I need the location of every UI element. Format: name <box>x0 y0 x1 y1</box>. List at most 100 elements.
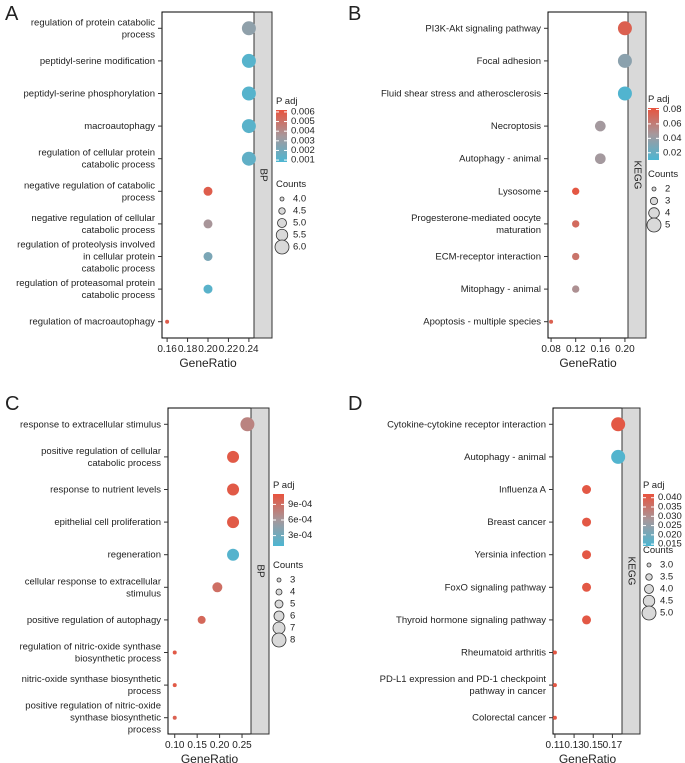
y-term-label-line: Autophagy - animal <box>459 153 541 164</box>
plot-frame <box>161 11 255 339</box>
data-point <box>582 550 592 560</box>
size-legend-dot <box>645 573 653 581</box>
y-term-label-line: Yersinia infection <box>475 549 546 560</box>
y-term-label: regulation of protein catabolic process <box>31 17 155 40</box>
data-point <box>203 186 213 196</box>
y-term-label-line: catabolic process <box>82 290 156 301</box>
y-term-label-line: Focal adhesion <box>477 55 541 66</box>
color-legend-label: 0.08 <box>663 104 682 115</box>
size-legend-label: 6.0 <box>293 242 306 253</box>
x-tick-label: 0.16 <box>157 344 177 355</box>
y-term-label: Rheumatoid arthritis <box>461 647 546 658</box>
y-term-label-line: Lysosome <box>498 186 541 197</box>
y-term-label-line: negative regulation of catabolic <box>24 180 155 191</box>
size-legend-label: 3.0 <box>660 560 673 571</box>
y-term-label-line: positive regulation of autophagy <box>27 614 161 625</box>
data-point <box>241 86 256 101</box>
data-point <box>572 187 580 195</box>
y-term-label: Mitophagy - animal <box>461 284 541 295</box>
color-legend-label: 0.040 <box>658 492 682 503</box>
size-legend-label: 5.0 <box>293 218 306 229</box>
x-axis-title: GeneRatio <box>181 752 239 763</box>
size-legend-dot <box>273 610 285 622</box>
y-term-label: peptidyl-serine phosphorylation <box>24 88 156 99</box>
y-term-label: cellular response to extracellular stimul… <box>25 576 161 599</box>
x-tick-label: 0.24 <box>239 344 259 355</box>
size-legend-title: Counts <box>276 179 306 190</box>
data-point <box>227 516 240 529</box>
data-point <box>582 517 592 527</box>
data-point <box>552 715 557 720</box>
color-legend-label: 0.015 <box>658 539 682 550</box>
color-bar <box>276 110 287 162</box>
y-term-label-line: regulation of macroautophagy <box>29 316 155 327</box>
y-term-label-line: stimulus <box>126 588 161 599</box>
size-legend-dot <box>275 228 289 242</box>
y-term-label: epithelial cell proliferation <box>54 517 161 528</box>
data-point <box>617 53 632 68</box>
data-point <box>212 582 223 593</box>
y-term-label-line: PI3K-Akt signaling pathway <box>425 23 541 34</box>
y-term-label: negative regulation of catabolic process <box>24 180 155 203</box>
color-legend-label: 0.035 <box>658 502 682 513</box>
panel-label: C <box>5 393 19 415</box>
data-point <box>617 21 632 36</box>
y-term-label: response to nutrient levels <box>50 484 161 495</box>
y-term-label: Influenza A <box>499 484 547 495</box>
y-term-label-line: regeneration <box>108 549 161 560</box>
x-tick-label: 0.20 <box>198 344 218 355</box>
y-term-label: Progesterone-mediated oocyte maturation <box>411 212 541 235</box>
panel-label: D <box>348 393 362 415</box>
y-term-label-line: PD-L1 expression and PD-1 checkpoint <box>380 674 547 685</box>
y-term-label-line: biosynthetic process <box>75 653 161 664</box>
x-tick-label: 0.11 <box>546 740 565 751</box>
y-term-label: Apoptosis - multiple species <box>423 316 541 327</box>
size-legend-label: 3.5 <box>660 572 673 583</box>
data-point <box>572 220 580 228</box>
y-term-label: Cytokine-cytokine receptor interaction <box>387 419 546 430</box>
color-legend-label: 0.004 <box>291 126 315 137</box>
color-bar <box>648 108 659 160</box>
color-bar <box>643 494 654 546</box>
data-point <box>594 153 606 165</box>
y-term-label: Colorectal cancer <box>472 712 546 723</box>
y-term-label-line: Influenza A <box>499 484 547 495</box>
color-bar <box>273 494 284 546</box>
data-point <box>240 417 255 432</box>
x-axis-title: GeneRatio <box>559 356 617 370</box>
data-point <box>549 319 554 324</box>
y-term-label-line: response to extracellular stimulus <box>20 419 161 430</box>
y-term-label: Autophagy - animal <box>464 451 546 462</box>
size-legend-label: 4.0 <box>660 584 673 595</box>
color-legend-label: 0.06 <box>663 118 682 129</box>
y-term-label: macroautophagy <box>84 121 155 132</box>
y-term-label: regulation of proteasomal protein catabol… <box>16 278 155 301</box>
data-point <box>172 683 177 688</box>
y-term-label-line: catabolic process <box>88 457 162 468</box>
data-point <box>203 219 213 229</box>
y-term-label-line: regulation of proteolysis involved <box>17 239 155 250</box>
size-legend-dot <box>278 207 286 215</box>
facet-strip-label: KEGG <box>625 557 636 586</box>
data-point <box>172 715 177 720</box>
x-tick-label: 0.13 <box>564 740 584 751</box>
y-term-label-line: positive regulation of cellular <box>41 445 161 456</box>
data-point <box>617 86 632 101</box>
size-legend-dot <box>277 218 287 228</box>
panel-label: A <box>5 3 19 25</box>
y-term-label-line: ECM-receptor interaction <box>435 251 541 262</box>
y-term-label: Yersinia infection <box>475 549 546 560</box>
size-legend-label: 5 <box>290 599 295 610</box>
x-tick-label: 0.22 <box>219 344 239 355</box>
size-legend-label: 2 <box>665 184 670 195</box>
y-term-label: Autophagy - animal <box>459 153 541 164</box>
data-point <box>197 615 206 624</box>
color-legend-label: 0.003 <box>291 135 315 146</box>
color-legend-label: 0.020 <box>658 529 682 540</box>
panel-label: B <box>348 3 361 25</box>
color-legend-label: 9e-04 <box>288 499 312 510</box>
